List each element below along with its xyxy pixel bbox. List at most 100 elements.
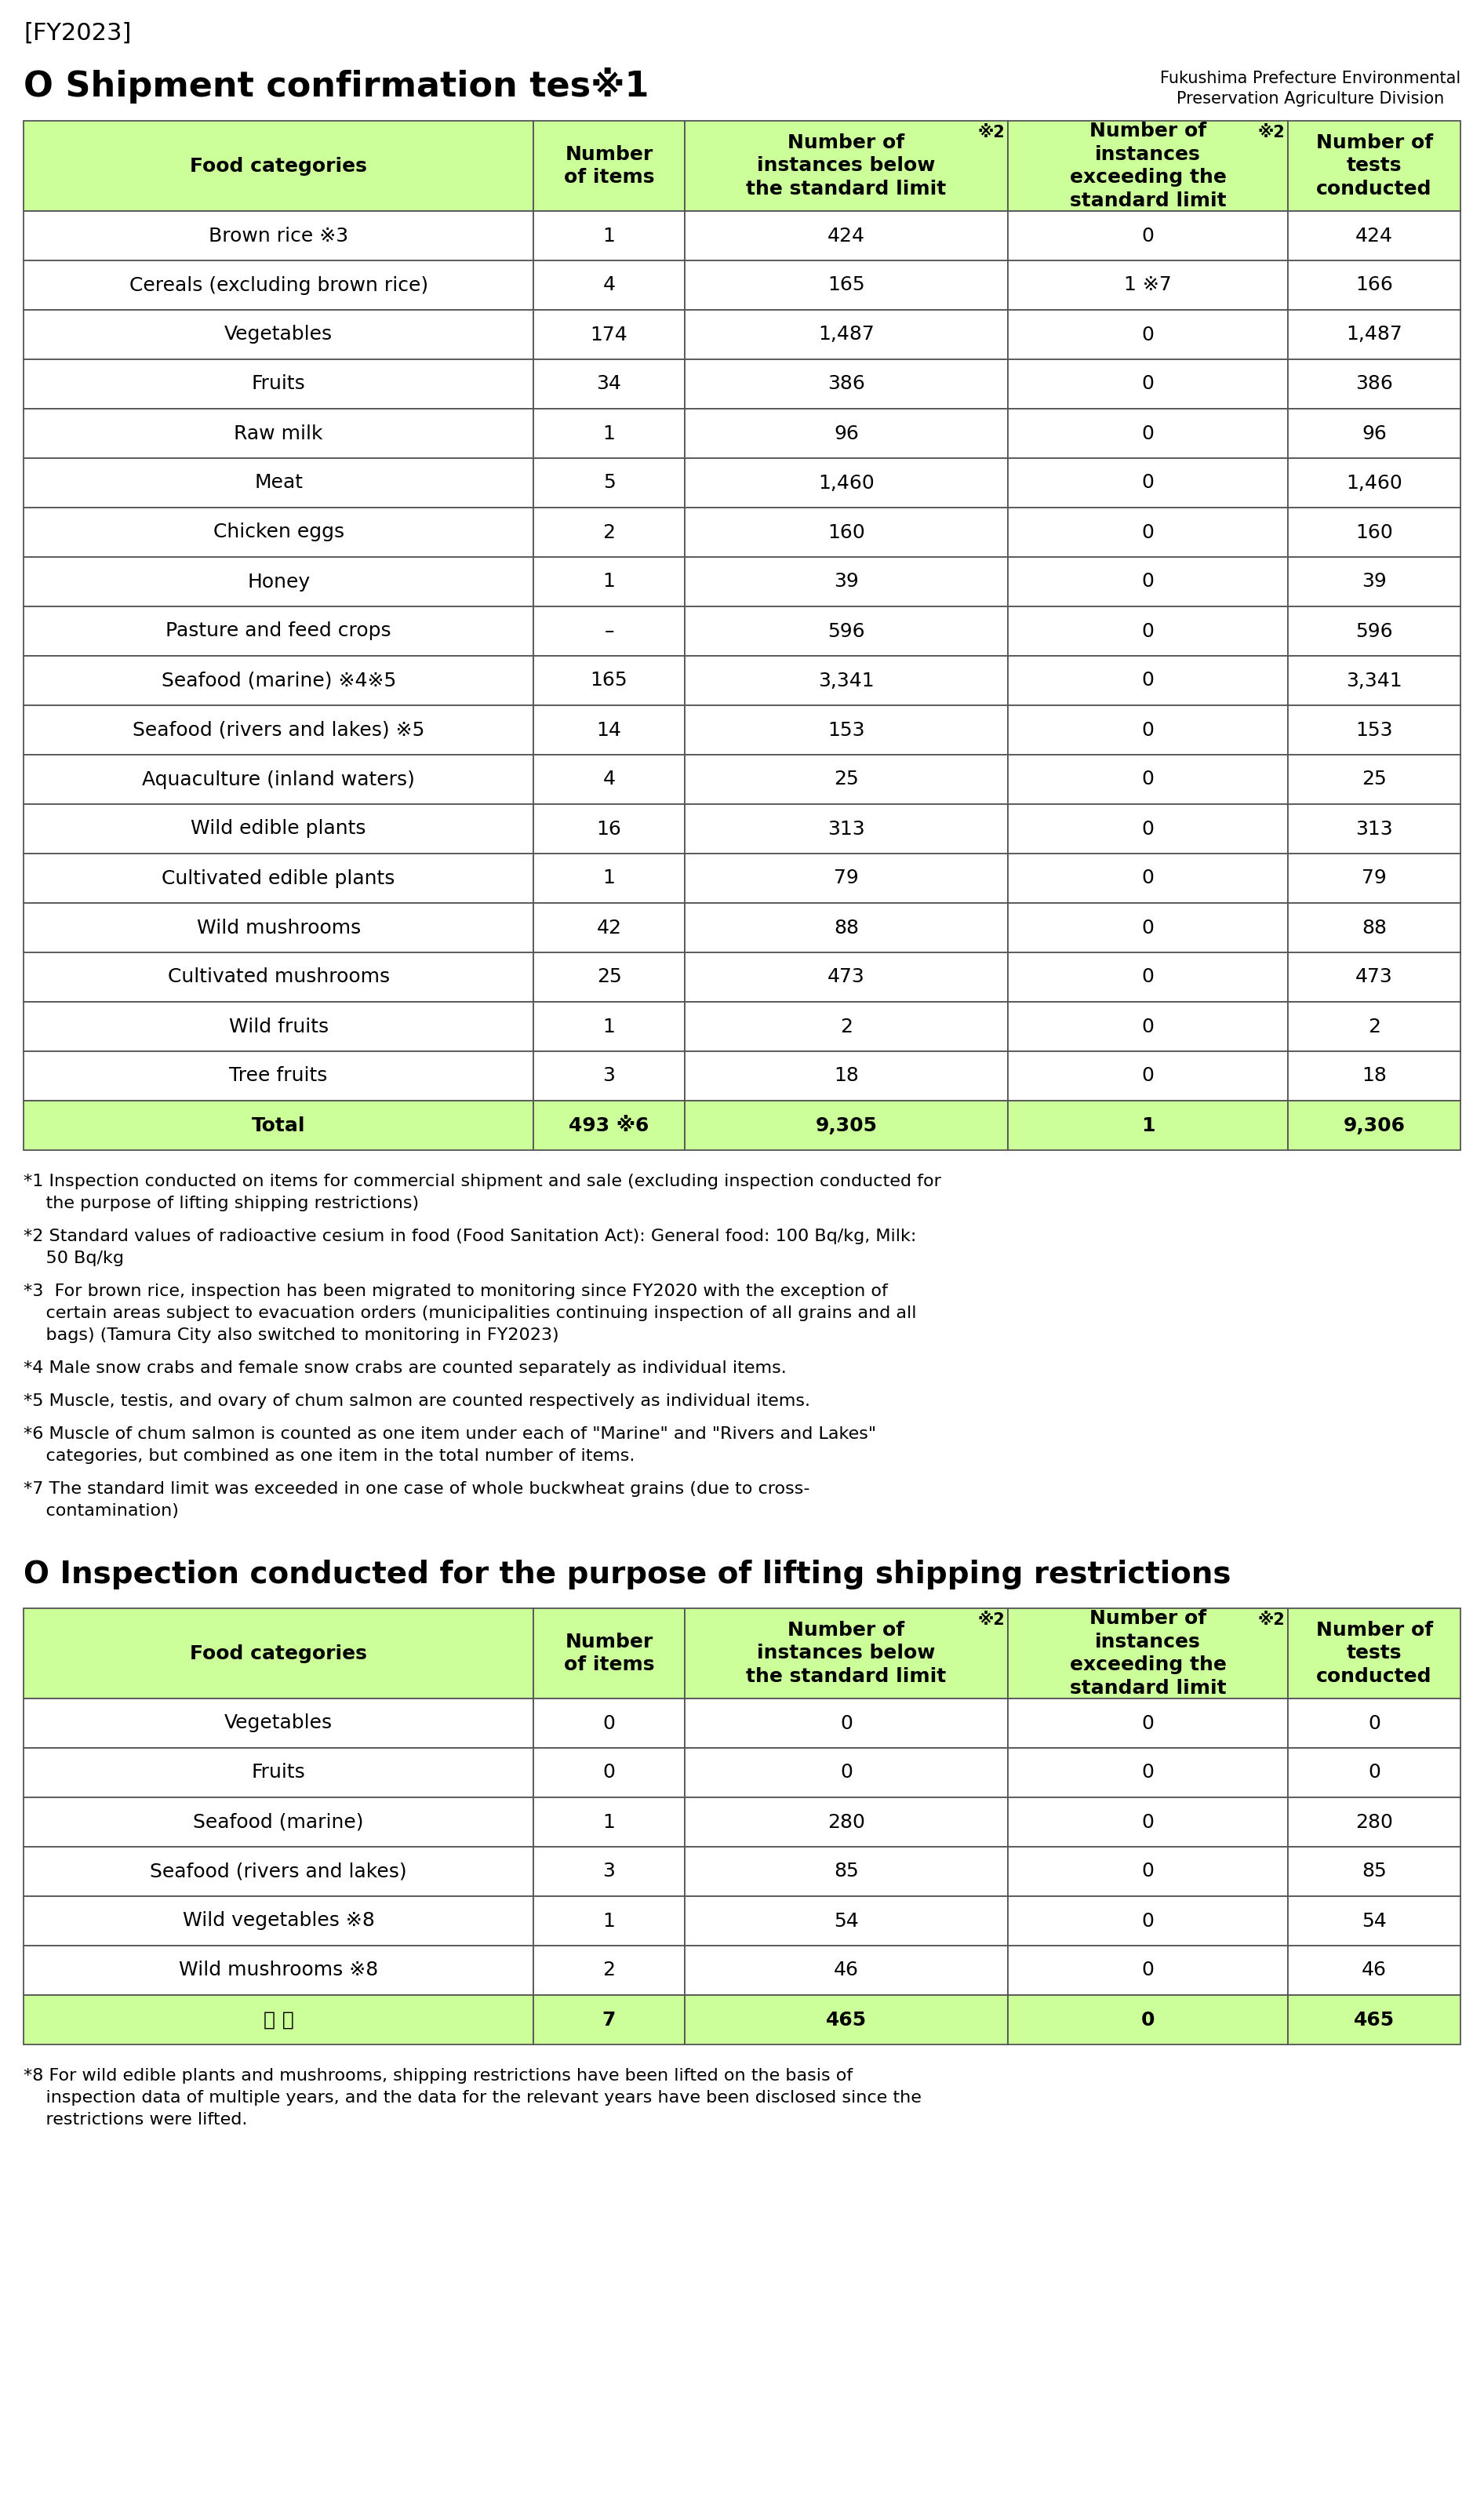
Bar [24, 754, 534, 804]
Text: 25: 25 [834, 769, 859, 789]
Text: 85: 85 [834, 1861, 859, 1881]
Text: [FY2023]: [FY2023] [24, 23, 131, 45]
Bar [1288, 509, 1460, 556]
Text: 313: 313 [1355, 819, 1393, 839]
Text: 16: 16 [597, 819, 622, 839]
Text: 473: 473 [828, 967, 865, 987]
Bar [24, 120, 534, 210]
Text: 424: 424 [828, 225, 865, 245]
Text: 174: 174 [591, 326, 628, 343]
Text: Fruits: Fruits [252, 1764, 306, 1781]
Text: 0: 0 [1141, 967, 1155, 987]
Text: *7 The standard limit was exceeded in one case of whole buckwheat grains (due to: *7 The standard limit was exceeded in on… [24, 1480, 810, 1498]
Text: 386: 386 [828, 376, 865, 393]
Text: 0: 0 [1141, 1814, 1155, 1831]
Text: 46: 46 [1362, 1961, 1388, 1979]
Bar [534, 210, 684, 261]
Text: 596: 596 [828, 621, 865, 641]
Text: 0: 0 [1141, 473, 1155, 493]
Bar [684, 1799, 1008, 1846]
Text: 3: 3 [603, 1861, 616, 1881]
Bar [684, 1946, 1008, 1994]
Text: 39: 39 [834, 571, 859, 591]
Bar [684, 952, 1008, 1002]
Text: Number of
instances below
the standard limit: Number of instances below the standard l… [746, 133, 947, 198]
Text: 0: 0 [1141, 571, 1155, 591]
Text: 0: 0 [1141, 721, 1155, 739]
Text: 34: 34 [597, 376, 622, 393]
Bar [534, 1052, 684, 1100]
Bar [1288, 754, 1460, 804]
Bar [1008, 804, 1288, 854]
Text: Seafood (rivers and lakes): Seafood (rivers and lakes) [150, 1861, 407, 1881]
Text: 25: 25 [597, 967, 622, 987]
Bar [1288, 902, 1460, 952]
Text: 160: 160 [1355, 524, 1393, 541]
Bar [1288, 358, 1460, 408]
Text: *3  For brown rice, inspection has been migrated to monitoring since FY2020 with: *3 For brown rice, inspection has been m… [24, 1283, 887, 1300]
Text: ※2: ※2 [1257, 125, 1285, 140]
Bar [534, 606, 684, 656]
Bar [1008, 120, 1288, 210]
Text: 0: 0 [1141, 1911, 1155, 1931]
Text: Brown rice ※3: Brown rice ※3 [209, 225, 349, 245]
Bar [684, 458, 1008, 509]
Text: 1,460: 1,460 [818, 473, 874, 493]
Bar [1288, 1698, 1460, 1748]
Text: *6 Muscle of chum salmon is counted as one item under each of "Marine" and "Rive: *6 Muscle of chum salmon is counted as o… [24, 1425, 876, 1443]
Text: 596: 596 [1355, 621, 1393, 641]
Bar [684, 754, 1008, 804]
Bar [1288, 120, 1460, 210]
Text: 1: 1 [603, 423, 616, 443]
Text: Wild mushrooms: Wild mushrooms [196, 919, 361, 937]
Text: 0: 0 [1141, 376, 1155, 393]
Text: 0: 0 [1368, 1713, 1380, 1733]
Bar [1288, 1799, 1460, 1846]
Bar [1288, 1002, 1460, 1052]
Text: Aquaculture (inland waters): Aquaculture (inland waters) [142, 769, 416, 789]
Bar [684, 120, 1008, 210]
Bar [24, 358, 534, 408]
Bar [24, 706, 534, 754]
Text: 5: 5 [603, 473, 616, 493]
Bar [684, 1698, 1008, 1748]
Text: 1: 1 [603, 1814, 616, 1831]
Text: Fukushima Prefecture Environmental
Preservation Agriculture Division: Fukushima Prefecture Environmental Prese… [1160, 70, 1460, 108]
Text: 280: 280 [1355, 1814, 1393, 1831]
Bar [534, 458, 684, 509]
Bar [684, 1100, 1008, 1150]
Bar [24, 1994, 534, 2044]
Text: *4 Male snow crabs and female snow crabs are counted separately as individual it: *4 Male snow crabs and female snow crabs… [24, 1360, 787, 1375]
Text: bags) (Tamura City also switched to monitoring in FY2023): bags) (Tamura City also switched to moni… [24, 1328, 559, 1343]
Text: *5 Muscle, testis, and ovary of chum salmon are counted respectively as individu: *5 Muscle, testis, and ovary of chum sal… [24, 1393, 810, 1408]
Text: Cereals (excluding brown rice): Cereals (excluding brown rice) [129, 276, 427, 296]
Bar [1008, 261, 1288, 311]
Bar [24, 1946, 534, 1994]
Bar [1288, 1100, 1460, 1150]
Bar [1008, 408, 1288, 458]
Text: 1: 1 [603, 869, 616, 887]
Text: 0: 0 [1141, 1713, 1155, 1733]
Text: 4: 4 [603, 769, 616, 789]
Bar [534, 1799, 684, 1846]
Text: 0: 0 [1141, 919, 1155, 937]
Bar [1008, 556, 1288, 606]
Bar [1288, 556, 1460, 606]
Bar [1008, 1698, 1288, 1748]
Bar [1288, 952, 1460, 1002]
Text: 88: 88 [834, 919, 859, 937]
Text: Seafood (marine): Seafood (marine) [193, 1814, 364, 1831]
Text: Food categories: Food categories [190, 1643, 367, 1663]
Text: O Shipment confirmation tes※1: O Shipment confirmation tes※1 [24, 68, 649, 103]
Text: 0: 0 [840, 1764, 852, 1781]
Text: 0: 0 [840, 1713, 852, 1733]
Bar [684, 1052, 1008, 1100]
Text: 0: 0 [1141, 819, 1155, 839]
Bar [684, 854, 1008, 902]
Text: 465: 465 [1353, 2012, 1395, 2029]
Text: 0: 0 [1141, 524, 1155, 541]
Text: 1,487: 1,487 [818, 326, 874, 343]
Text: *1 Inspection conducted on items for commercial shipment and sale (excluding ins: *1 Inspection conducted on items for com… [24, 1175, 941, 1190]
Text: restrictions were lifted.: restrictions were lifted. [24, 2112, 248, 2127]
Bar [24, 261, 534, 311]
